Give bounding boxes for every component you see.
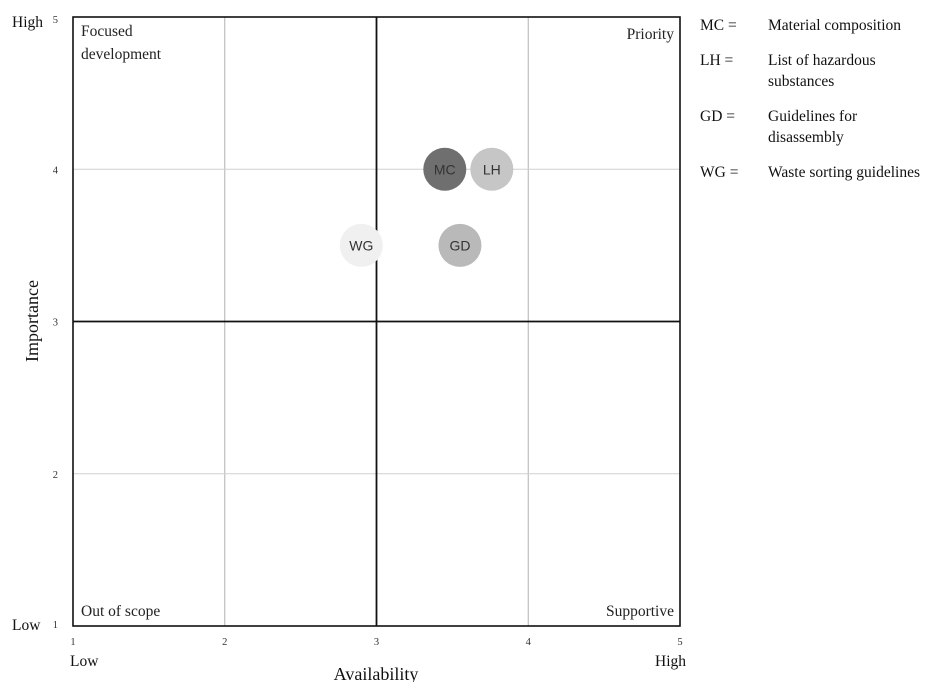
- legend-item: MC = Material composition: [700, 16, 928, 37]
- data-point-lh: LH: [470, 148, 513, 191]
- data-point-wg: WG: [340, 224, 383, 267]
- x-axis-low-label: Low: [70, 653, 99, 670]
- x-tick-label-3: 3: [374, 637, 379, 648]
- point-label-mc: MC: [434, 161, 456, 177]
- point-label-gd: GD: [449, 237, 470, 253]
- legend-item: GD = Guidelines for disassembly: [700, 107, 928, 149]
- x-tick-label-4: 4: [526, 637, 532, 648]
- y-axis-low-label: Low: [12, 617, 41, 634]
- quadrant-label-focused-development: Focused: [81, 23, 133, 40]
- legend-description: List of hazardous substances: [768, 51, 928, 93]
- legend-item: WG = Waste sorting guidelines: [700, 163, 928, 184]
- y-tick-label-3: 3: [53, 318, 58, 329]
- legend-key: WG =: [700, 163, 768, 184]
- point-label-lh: LH: [483, 161, 501, 177]
- y-tick-labels: 1 2 3 4 5: [53, 15, 59, 631]
- x-tick-label-2: 2: [222, 637, 227, 648]
- legend: MC = Material composition LH = List of haza…: [700, 16, 928, 198]
- legend-key: MC =: [700, 16, 768, 37]
- legend-description: Waste sorting guidelines: [768, 163, 928, 184]
- y-tick-label-4: 4: [53, 165, 59, 176]
- y-tick-label-1: 1: [53, 620, 58, 631]
- quadrant-label-priority: Priority: [627, 26, 675, 43]
- legend-item: LH = List of hazardous substances: [700, 51, 928, 93]
- x-tick-labels: 1 2 3 4 5: [70, 637, 682, 648]
- x-axis-title: Availability: [334, 664, 419, 682]
- point-label-wg: WG: [349, 237, 373, 253]
- y-axis-title: Importance: [22, 280, 42, 362]
- legend-description: Material composition: [768, 16, 928, 37]
- data-points: MC LH WG GD: [340, 148, 514, 267]
- quadrant-label-out-of-scope: Out of scope: [81, 603, 160, 620]
- legend-description: Guidelines for disassembly: [768, 107, 928, 149]
- quadrant-label-supportive: Supportive: [606, 603, 674, 620]
- quadrant-dividers: [73, 17, 680, 626]
- data-point-gd: GD: [438, 224, 481, 267]
- legend-key: GD =: [700, 107, 768, 128]
- data-point-mc: MC: [423, 148, 466, 191]
- x-axis-high-label: High: [655, 653, 686, 670]
- x-tick-label-1: 1: [70, 637, 75, 648]
- y-tick-label-2: 2: [53, 470, 58, 481]
- x-tick-label-5: 5: [677, 637, 682, 648]
- y-tick-label-5: 5: [53, 15, 58, 26]
- legend-key: LH =: [700, 51, 768, 72]
- y-axis-high-label: High: [12, 14, 43, 31]
- quadrant-label-focused-development-line2: development: [81, 46, 162, 63]
